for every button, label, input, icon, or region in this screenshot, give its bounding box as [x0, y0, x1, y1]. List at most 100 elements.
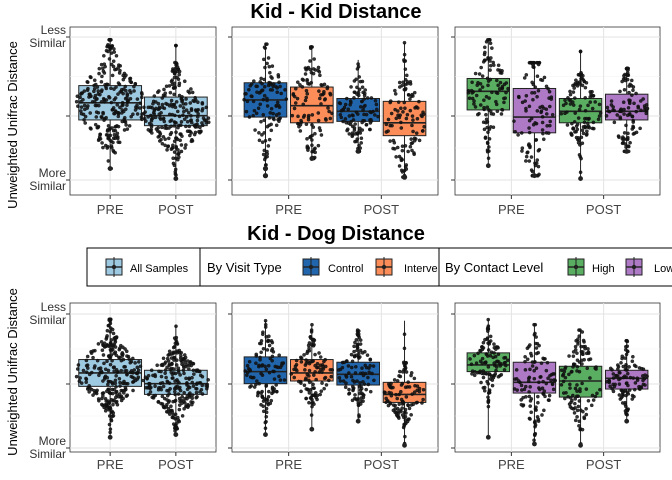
data-point: [421, 387, 426, 392]
data-point: [622, 107, 626, 112]
data-point: [111, 59, 116, 63]
data-point: [370, 371, 374, 376]
data-point: [534, 335, 538, 339]
extreme-point: [309, 426, 315, 432]
data-point: [123, 120, 128, 124]
data-point: [96, 111, 101, 115]
data-point: [530, 360, 535, 364]
data-point: [163, 93, 167, 98]
data-point: [612, 120, 617, 125]
data-point: [325, 86, 330, 91]
data-point: [575, 122, 580, 127]
data-point: [120, 351, 125, 355]
data-point: [316, 118, 321, 123]
data-point: [192, 372, 196, 376]
data-point: [164, 101, 168, 106]
data-point: [417, 99, 421, 104]
data-point: [536, 419, 541, 423]
data-point: [541, 137, 546, 142]
data-point: [626, 349, 630, 354]
data-point: [179, 97, 184, 101]
data-point: [524, 154, 529, 159]
data-point: [158, 381, 163, 386]
data-point: [519, 131, 524, 135]
data-point: [547, 96, 551, 100]
data-point: [529, 351, 533, 356]
data-point: [575, 415, 579, 419]
data-point: [395, 145, 400, 150]
data-point: [106, 344, 111, 349]
data-point: [581, 409, 585, 414]
data-point: [111, 106, 116, 110]
data-point: [178, 373, 182, 377]
data-point: [384, 122, 389, 127]
data-point: [393, 410, 397, 414]
data-point: [502, 100, 506, 105]
data-point: [193, 108, 198, 112]
data-point: [569, 132, 574, 137]
data-point: [580, 83, 585, 88]
data-point: [296, 379, 301, 384]
data-point: [179, 120, 184, 124]
data-point: [412, 390, 417, 394]
data-point: [561, 379, 566, 384]
data-point: [532, 432, 537, 437]
data-point: [589, 403, 594, 408]
y-tick-label-line: Similar: [29, 313, 66, 327]
data-point: [495, 78, 499, 83]
data-point: [579, 156, 583, 161]
data-point: [257, 138, 262, 143]
data-point: [482, 385, 487, 390]
data-point: [264, 367, 269, 372]
data-point: [303, 66, 308, 70]
data-point: [343, 117, 348, 121]
data-point: [584, 406, 588, 411]
data-point: [536, 350, 541, 355]
data-point: [296, 121, 300, 126]
data-point: [523, 368, 528, 372]
data-point: [105, 334, 109, 338]
y-tick-label-line: Less: [41, 300, 66, 314]
data-point: [147, 383, 152, 388]
data-point: [164, 375, 168, 380]
data-point: [496, 83, 500, 88]
data-point: [372, 378, 376, 383]
data-point: [527, 416, 532, 421]
data-point: [102, 361, 106, 366]
data-point: [621, 77, 626, 81]
data-point: [166, 359, 171, 363]
data-point: [495, 91, 500, 96]
data-point: [161, 384, 166, 389]
data-point: [194, 123, 198, 127]
data-point: [74, 374, 79, 379]
data-point: [410, 148, 414, 153]
data-point: [120, 111, 124, 115]
data-point: [634, 364, 638, 369]
data-point: [486, 404, 491, 409]
data-point: [284, 97, 289, 101]
data-point: [299, 389, 303, 394]
data-point: [247, 359, 252, 364]
data-point: [319, 133, 324, 137]
data-point: [114, 54, 119, 58]
data-point: [160, 394, 165, 399]
data-point: [92, 83, 96, 88]
data-point: [355, 67, 360, 71]
data-point: [101, 145, 105, 150]
data-point: [113, 381, 118, 386]
data-point: [89, 127, 93, 131]
data-point: [275, 86, 279, 90]
data-point: [184, 376, 188, 381]
data-point: [111, 402, 115, 407]
data-point: [266, 394, 271, 399]
data-point: [89, 351, 94, 355]
x-tick-label: POST: [158, 202, 193, 217]
data-point: [403, 67, 408, 71]
data-point: [324, 118, 328, 122]
data-point: [402, 52, 407, 57]
data-point: [102, 405, 106, 410]
data-point: [192, 132, 197, 137]
data-point: [473, 71, 478, 76]
data-point: [114, 85, 118, 89]
